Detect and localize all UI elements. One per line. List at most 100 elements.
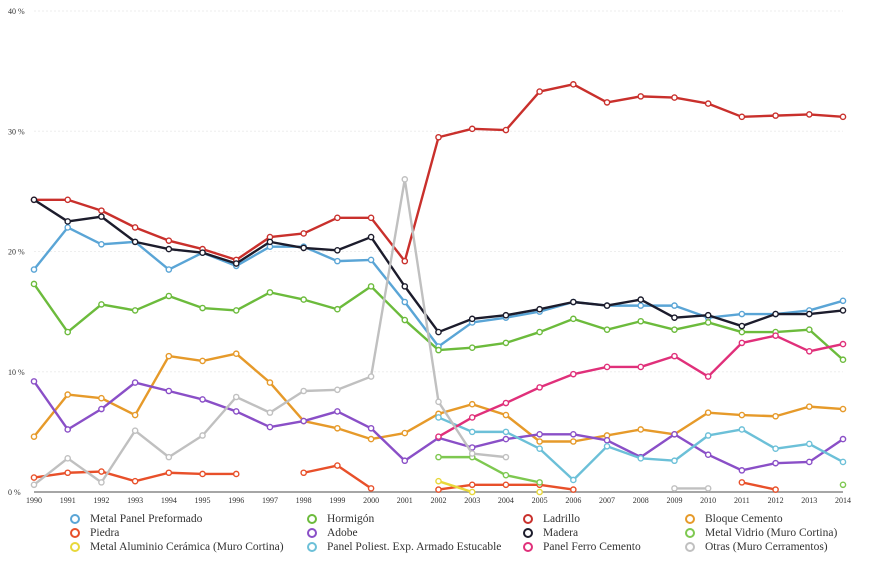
x-tick-label: 1991 [60, 496, 76, 505]
data-point [637, 426, 645, 433]
data-point [334, 305, 341, 313]
data-point [839, 297, 847, 305]
data-point [570, 315, 577, 323]
legend-item[interactable]: Metal Vidrio (Muro Cortina) [685, 526, 865, 539]
data-point [98, 240, 105, 248]
data-point [805, 111, 813, 118]
data-point [435, 346, 442, 354]
legend-item[interactable]: Madera [523, 526, 685, 539]
data-point [165, 469, 173, 477]
data-point [165, 352, 173, 360]
data-point [401, 316, 409, 324]
data-point [536, 488, 543, 496]
legend-label: Piedra [90, 526, 120, 539]
data-point [367, 424, 375, 432]
data-point [199, 432, 206, 439]
legend-item[interactable]: Panel Poliest. Exp. Armado Estucable [307, 540, 523, 553]
data-point [232, 350, 240, 358]
data-point [199, 357, 206, 365]
legend-item[interactable]: Hormigón [307, 512, 523, 525]
data-point [502, 126, 510, 134]
x-tick-label: 2008 [633, 496, 649, 505]
data-point [502, 428, 510, 436]
legend-marker-icon [70, 513, 80, 524]
legend-item[interactable]: Adobe [307, 526, 523, 539]
data-point [570, 438, 577, 445]
series-line [303, 464, 372, 490]
data-point [570, 476, 577, 484]
data-point [334, 246, 341, 254]
data-point [637, 363, 645, 371]
data-point [805, 348, 813, 355]
data-point [805, 440, 813, 448]
x-tick-label: 1992 [93, 496, 109, 505]
data-point [367, 233, 375, 241]
data-point [637, 93, 645, 100]
legend-item[interactable]: Bloque Cemento [685, 512, 865, 525]
data-point [468, 414, 476, 421]
data-point [367, 256, 375, 264]
data-point [839, 356, 847, 364]
data-point [300, 230, 307, 237]
data-point [570, 81, 577, 88]
data-point [671, 302, 678, 309]
series-line [437, 334, 844, 438]
data-point [98, 301, 105, 308]
data-point [772, 310, 779, 318]
data-point [131, 379, 139, 386]
data-point [637, 302, 645, 309]
legend-label: Metal Aluminio Cerámica (Muro Cortina) [90, 540, 284, 553]
data-point [199, 396, 206, 403]
x-tick-label: 2000 [363, 496, 379, 505]
legend-item[interactable]: Otras (Muro Cerramentos) [685, 540, 865, 553]
y-tick-label: 20 % [8, 248, 25, 257]
data-point [772, 332, 779, 339]
data-point [839, 113, 847, 121]
data-point [671, 326, 678, 333]
data-point [738, 328, 746, 336]
data-point [536, 88, 543, 95]
y-tick-label: 0 % [8, 488, 21, 497]
data-point [468, 125, 476, 133]
legend-marker-icon [685, 513, 695, 524]
x-tick-label: 2012 [768, 496, 784, 505]
data-point [232, 408, 240, 415]
data-point [468, 428, 476, 436]
x-tick-label: 1993 [127, 496, 143, 505]
series-lines [30, 81, 847, 496]
legend-item[interactable]: Ladrillo [523, 512, 685, 525]
legend-item[interactable]: Piedra [70, 526, 307, 539]
data-point [131, 477, 139, 485]
series-line [741, 481, 776, 491]
series-8 [435, 477, 543, 496]
x-tick-label: 1994 [161, 496, 177, 505]
legend-marker-icon [307, 513, 317, 524]
data-point [232, 307, 240, 314]
data-point [300, 417, 307, 425]
x-tick-label: 2014 [835, 496, 851, 505]
data-point [671, 352, 678, 360]
x-tick-label: 2010 [700, 496, 716, 505]
x-tick-label: 2004 [498, 496, 514, 505]
data-point [131, 411, 139, 419]
data-point [704, 432, 712, 439]
legend-marker-icon [70, 527, 80, 538]
data-point [805, 403, 813, 410]
legend-item[interactable]: Metal Aluminio Cerámica (Muro Cortina) [70, 540, 307, 553]
data-point [30, 433, 38, 440]
data-point [64, 328, 72, 336]
x-tick-label: 1996 [228, 496, 244, 505]
data-point [401, 429, 409, 437]
y-tick-label: 10 % [8, 368, 25, 377]
legend-item[interactable]: Metal Panel Preformado [70, 512, 307, 525]
legend-item[interactable]: Panel Ferro Cemento [523, 540, 685, 553]
data-point [704, 485, 712, 492]
data-point [805, 310, 813, 318]
data-point [64, 469, 72, 477]
data-point [367, 485, 375, 492]
data-point [131, 307, 139, 314]
data-point [536, 438, 543, 445]
data-point [334, 257, 341, 265]
data-point [266, 423, 274, 431]
data-point [536, 305, 543, 313]
